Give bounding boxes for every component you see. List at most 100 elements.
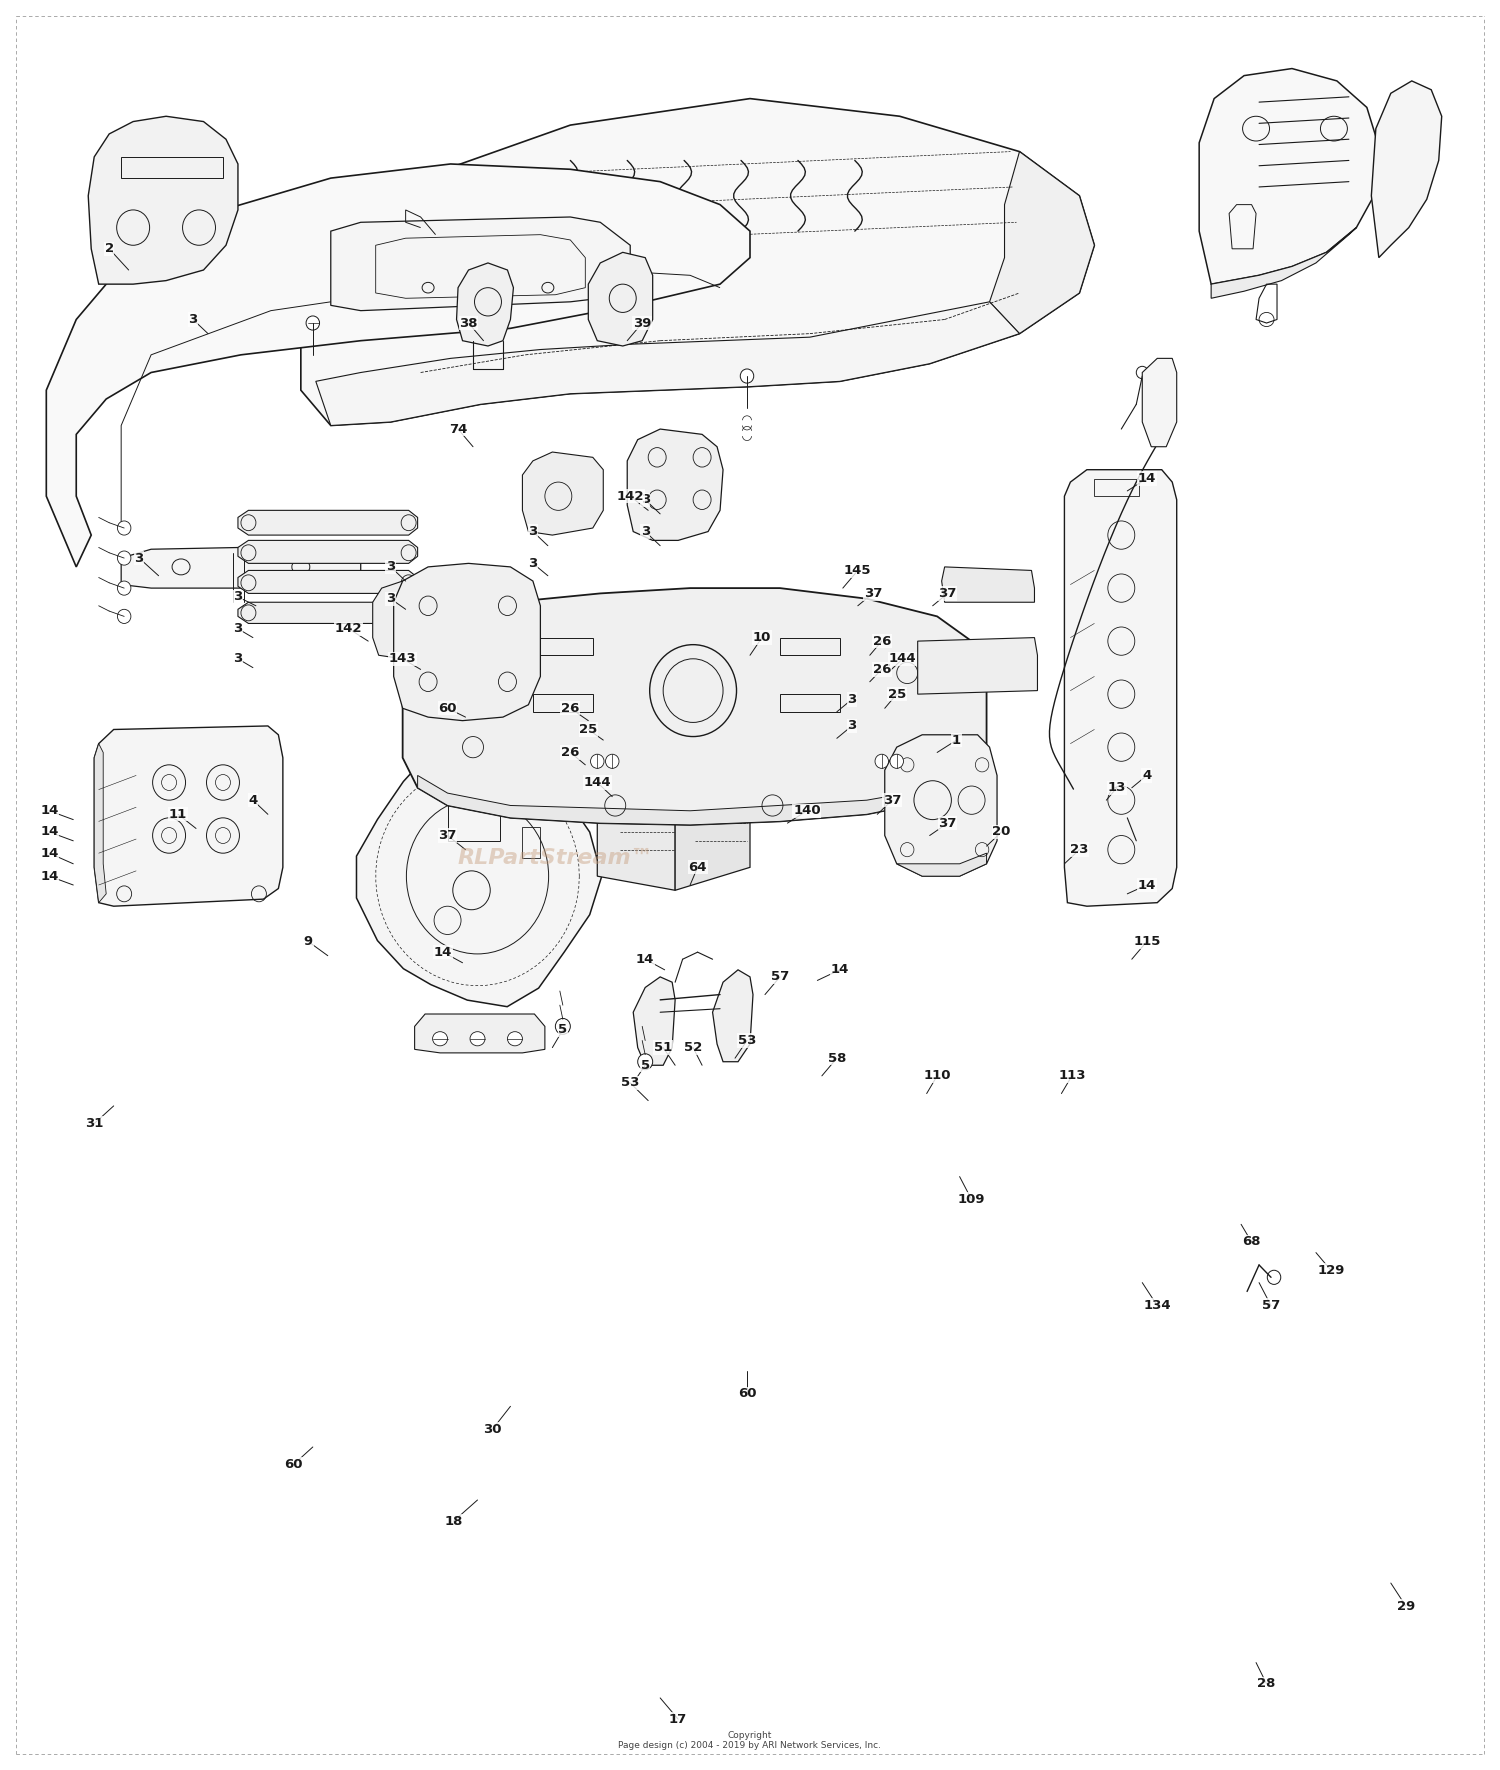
Text: 3: 3 <box>234 591 243 604</box>
Polygon shape <box>597 805 675 890</box>
Ellipse shape <box>117 581 130 595</box>
Text: 134: 134 <box>1143 1299 1172 1312</box>
Polygon shape <box>885 735 998 876</box>
Polygon shape <box>94 743 106 903</box>
Text: 26: 26 <box>561 701 579 715</box>
Text: 52: 52 <box>684 1041 702 1055</box>
Text: 2: 2 <box>105 242 114 255</box>
Text: 60: 60 <box>738 1388 756 1400</box>
Polygon shape <box>238 602 417 623</box>
Text: 13: 13 <box>1107 781 1126 795</box>
Polygon shape <box>942 566 1035 602</box>
Ellipse shape <box>507 1032 522 1046</box>
Ellipse shape <box>117 550 130 565</box>
Polygon shape <box>357 747 602 1007</box>
Text: 3: 3 <box>528 558 537 570</box>
Text: 51: 51 <box>654 1041 672 1055</box>
Polygon shape <box>627 428 723 540</box>
Text: 144: 144 <box>890 653 916 666</box>
Text: 60: 60 <box>438 701 458 715</box>
Text: 37: 37 <box>438 828 456 843</box>
Text: 3: 3 <box>189 313 198 326</box>
Polygon shape <box>316 303 1020 425</box>
Text: 143: 143 <box>388 653 417 666</box>
Ellipse shape <box>117 609 130 623</box>
Ellipse shape <box>432 1032 447 1046</box>
Polygon shape <box>46 165 750 566</box>
Polygon shape <box>332 218 630 312</box>
Text: 14: 14 <box>1137 473 1156 485</box>
Polygon shape <box>393 563 540 720</box>
Polygon shape <box>675 805 750 890</box>
Text: 23: 23 <box>1070 843 1089 857</box>
Polygon shape <box>918 637 1038 694</box>
Ellipse shape <box>890 754 903 768</box>
Text: 3: 3 <box>847 692 856 706</box>
Text: 129: 129 <box>1317 1264 1344 1276</box>
Text: 5: 5 <box>558 1023 567 1037</box>
Ellipse shape <box>638 1053 652 1069</box>
Text: 3: 3 <box>386 561 396 573</box>
Polygon shape <box>1198 69 1378 285</box>
Text: 26: 26 <box>873 664 891 676</box>
Text: 145: 145 <box>844 565 871 577</box>
Polygon shape <box>597 791 750 820</box>
Text: 11: 11 <box>170 807 188 821</box>
Ellipse shape <box>741 368 753 382</box>
Text: 57: 57 <box>1262 1299 1280 1312</box>
Text: 26: 26 <box>873 635 891 648</box>
Text: 3: 3 <box>847 719 856 733</box>
Polygon shape <box>897 853 987 876</box>
Text: 4: 4 <box>1142 768 1152 782</box>
Text: 31: 31 <box>86 1117 104 1129</box>
Ellipse shape <box>306 317 320 329</box>
Text: 37: 37 <box>884 793 902 807</box>
Text: 37: 37 <box>864 588 882 600</box>
Text: 57: 57 <box>771 970 789 984</box>
Text: 53: 53 <box>738 1034 756 1048</box>
Text: 142: 142 <box>334 623 363 635</box>
Ellipse shape <box>454 683 470 699</box>
Text: 14: 14 <box>40 804 58 818</box>
Text: 3: 3 <box>234 653 243 666</box>
Polygon shape <box>302 99 1095 425</box>
Text: 14: 14 <box>40 869 58 883</box>
Text: 5: 5 <box>640 1058 650 1073</box>
Text: 14: 14 <box>433 945 453 959</box>
Text: 3: 3 <box>135 552 144 565</box>
Polygon shape <box>238 570 417 593</box>
Text: 37: 37 <box>939 588 957 600</box>
Text: 18: 18 <box>444 1515 462 1528</box>
Text: 17: 17 <box>669 1713 687 1726</box>
Text: 38: 38 <box>459 317 478 329</box>
Text: 3: 3 <box>528 526 537 538</box>
Text: 60: 60 <box>284 1458 303 1471</box>
Text: 20: 20 <box>993 825 1011 839</box>
Polygon shape <box>1065 469 1176 906</box>
Polygon shape <box>588 253 652 345</box>
Text: 10: 10 <box>753 632 771 644</box>
Text: 3: 3 <box>234 623 243 635</box>
Ellipse shape <box>454 657 470 673</box>
Polygon shape <box>238 510 417 535</box>
Text: 3: 3 <box>386 593 396 605</box>
Text: 68: 68 <box>1242 1235 1262 1248</box>
Text: 3: 3 <box>640 494 650 506</box>
Text: 109: 109 <box>958 1193 986 1205</box>
Text: 39: 39 <box>633 317 651 329</box>
Text: 14: 14 <box>636 952 654 966</box>
Polygon shape <box>1143 358 1176 446</box>
Text: Copyright
Page design (c) 2004 - 2019 by ARI Network Services, Inc.: Copyright Page design (c) 2004 - 2019 by… <box>618 1731 882 1751</box>
Text: 30: 30 <box>483 1423 501 1435</box>
Text: 3: 3 <box>640 526 650 538</box>
Text: 14: 14 <box>831 963 849 977</box>
Text: 26: 26 <box>561 745 579 759</box>
Text: 28: 28 <box>1257 1678 1275 1690</box>
Text: 53: 53 <box>621 1076 639 1089</box>
Text: 14: 14 <box>40 825 58 839</box>
Polygon shape <box>402 588 987 825</box>
Text: 64: 64 <box>688 860 706 874</box>
Text: 25: 25 <box>888 687 906 701</box>
Polygon shape <box>414 1014 544 1053</box>
Polygon shape <box>1371 81 1442 258</box>
